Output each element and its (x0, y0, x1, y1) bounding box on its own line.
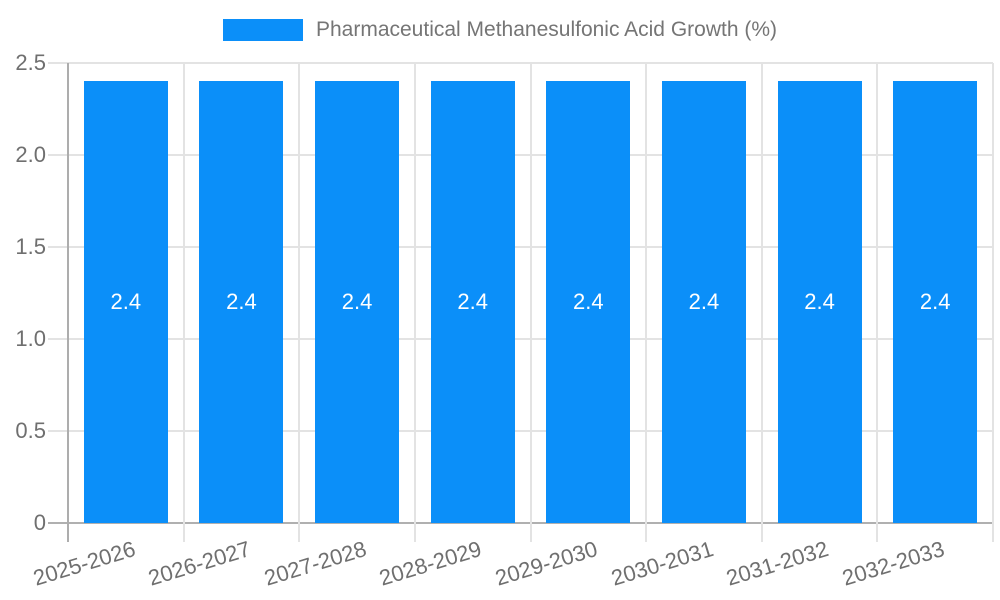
bar[interactable]: 2.4 (893, 81, 978, 523)
x-tick-label: 2028-2029 (376, 536, 485, 591)
bar-value-label: 2.4 (919, 289, 951, 315)
gridline-vertical (760, 63, 763, 542)
bar[interactable]: 2.4 (199, 81, 284, 523)
bar-value-label: 2.4 (341, 289, 373, 315)
bar-value-label: 2.4 (226, 289, 257, 315)
bar[interactable]: 2.4 (83, 81, 168, 523)
y-tick-label: 0 (33, 510, 46, 535)
gridline-vertical (413, 63, 416, 542)
bar-value-label: 2.4 (110, 289, 142, 315)
gridline-horizontal (48, 338, 993, 340)
y-tick-label: 1.0 (15, 326, 46, 351)
gridline-vertical (645, 63, 648, 542)
legend-item[interactable]: Pharmaceutical Methanesulfonic Acid Grow… (222, 18, 778, 42)
x-tick-label: 2025-2026 (29, 536, 138, 591)
x-tick-label: 2027-2028 (261, 536, 370, 591)
y-axis-line (67, 63, 69, 542)
x-tick-label: 2030-2031 (608, 536, 716, 591)
bar[interactable]: 2.4 (661, 81, 746, 523)
bar[interactable]: 2.4 (430, 81, 515, 523)
gridline-horizontal (48, 430, 993, 432)
x-tick-label: 2031-2032 (723, 536, 832, 591)
gridline-vertical (182, 63, 185, 542)
bar-value-label: 2.4 (457, 289, 488, 315)
chart-title: Pharmaceutical Methanesulfonic Acid Grow… (315, 18, 778, 41)
bar-value-label: 2.4 (573, 289, 604, 315)
y-tick-label: 0.5 (15, 418, 46, 443)
bar[interactable]: 2.4 (546, 81, 631, 523)
gridline-horizontal (48, 154, 993, 156)
x-axis-baseline (48, 522, 993, 524)
x-tick-label: 2026-2027 (145, 536, 254, 591)
y-tick-label: 2.5 (15, 50, 46, 75)
legend: Pharmaceutical Methanesulfonic Acid Grow… (0, 18, 1000, 42)
bar[interactable]: 2.4 (315, 81, 400, 523)
x-tick-label: 2032-2033 (839, 536, 948, 591)
gridline-vertical (992, 63, 994, 542)
gridline-vertical (876, 63, 879, 542)
gridline-vertical (529, 63, 532, 542)
gridline-horizontal (48, 62, 993, 64)
gridline-horizontal (48, 246, 993, 248)
y-tick-label: 1.5 (15, 234, 46, 259)
x-tick-label: 2029-2030 (492, 536, 601, 591)
legend-swatch (222, 19, 303, 41)
y-tick-label: 2.0 (15, 142, 46, 167)
gridline-vertical (298, 63, 301, 542)
bar-value-label: 2.4 (804, 289, 835, 315)
bar[interactable]: 2.4 (777, 81, 862, 523)
bar-value-label: 2.4 (688, 289, 720, 315)
